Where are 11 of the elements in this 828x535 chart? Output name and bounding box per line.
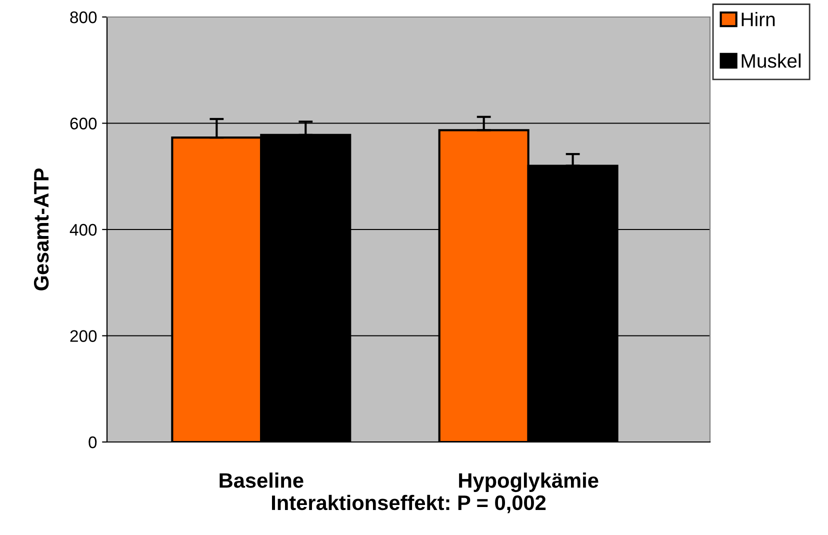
y-tick-label: 800: [70, 11, 97, 24]
y-tick-label: 0: [88, 436, 97, 448]
y-axis-title: Gesamt-ATP: [34, 168, 49, 290]
x-tick-label: Baseline: [220, 472, 304, 488]
y-tick-label: 600: [70, 118, 97, 130]
x-tick-label: Hypoglykämie: [459, 472, 598, 492]
x-axis-title: Interaktionseffekt: P = 0,002: [272, 494, 546, 514]
y-tick-label: 400: [70, 224, 97, 236]
legend-label: Muskel: [742, 53, 801, 68]
legend-label: Hirn: [742, 12, 775, 26]
y-tick-label: 200: [70, 330, 97, 342]
